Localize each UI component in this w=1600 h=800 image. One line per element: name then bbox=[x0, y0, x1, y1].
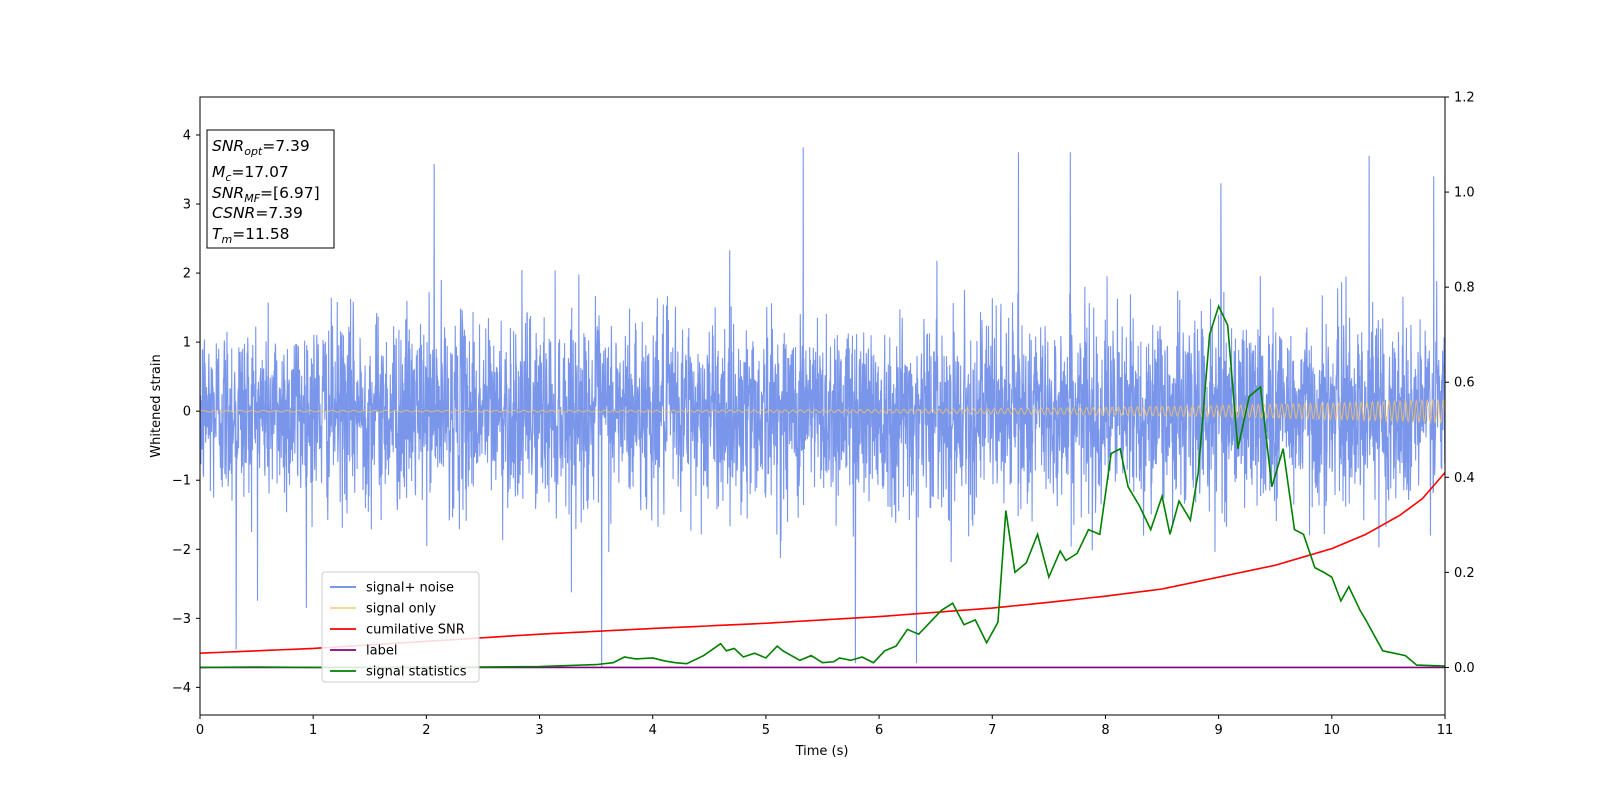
x-tick-label: 0 bbox=[196, 723, 204, 738]
y-axis-right: 0.0 0.2 0.4 0.6 0.8 1.0 1.2 bbox=[1445, 91, 1475, 676]
legend-label: label bbox=[366, 644, 397, 659]
plot-frame bbox=[199, 96, 1446, 716]
legend-label: signal statistics bbox=[366, 665, 467, 680]
y2-tick-label: 1.2 bbox=[1454, 91, 1475, 106]
x-tick-label: 2 bbox=[422, 723, 430, 738]
legend-items: signal+ noise signal only cumilative SNR la… bbox=[330, 581, 467, 680]
y-axis-title: Whitened strain bbox=[149, 354, 164, 457]
y2-tick-label: 0.6 bbox=[1454, 376, 1475, 391]
y2-tick-label: 0.8 bbox=[1454, 281, 1475, 296]
y2-tick-label: 1.0 bbox=[1454, 186, 1475, 201]
y-axis-left: −4 −3 −2 −1 0 1 2 3 4 bbox=[172, 128, 200, 696]
y-tick-label: 1 bbox=[183, 336, 191, 351]
x-tick-label: 3 bbox=[535, 723, 543, 738]
x-tick-label: 6 bbox=[875, 723, 883, 738]
y-tick-label: 2 bbox=[183, 267, 191, 282]
x-tick-label: 5 bbox=[762, 723, 770, 738]
x-tick-label: 11 bbox=[1437, 723, 1454, 738]
info-box-line: SNRMF=[6.97] bbox=[212, 184, 320, 205]
y2-tick-label: 0.2 bbox=[1454, 566, 1475, 581]
legend-label: signal only bbox=[366, 602, 436, 617]
series-signal-only-line bbox=[200, 398, 1445, 425]
x-tick-label: 9 bbox=[1214, 723, 1222, 738]
y-tick-label: 4 bbox=[183, 128, 191, 143]
x-tick-label: 10 bbox=[1324, 723, 1341, 738]
info-box-line: Tm=11.58 bbox=[212, 225, 290, 246]
series-signal-statistics bbox=[200, 303, 1445, 669]
x-axis-title: Time (s) bbox=[795, 744, 849, 759]
info-box-line: SNRopt=7.39 bbox=[212, 137, 310, 158]
series-signal-noise bbox=[200, 147, 1445, 669]
y-tick-label: −4 bbox=[172, 681, 191, 696]
series-signal-noise-line bbox=[200, 147, 1445, 669]
y2-tick-label: 0.4 bbox=[1454, 471, 1475, 486]
info-box: SNRopt=7.39 Mc=17.07SNRMF=[6.97]CSNR=7.39… bbox=[206, 129, 335, 249]
legend-frame bbox=[321, 571, 480, 683]
info-box-line: CSNR=7.39 bbox=[212, 204, 303, 222]
y2-tick-label: 0.0 bbox=[1454, 661, 1475, 676]
y-tick-label: 3 bbox=[183, 198, 191, 213]
x-tick-label: 4 bbox=[649, 723, 657, 738]
x-tick-label: 7 bbox=[988, 723, 996, 738]
x-tick-label: 8 bbox=[1101, 723, 1109, 738]
info-box-lines: SNRopt=7.39 Mc=17.07SNRMF=[6.97]CSNR=7.39… bbox=[212, 137, 320, 246]
y-tick-label: 0 bbox=[183, 405, 191, 420]
y-tick-label: −2 bbox=[172, 543, 191, 558]
legend-label: signal+ noise bbox=[366, 581, 454, 596]
y-tick-label: −3 bbox=[172, 612, 191, 627]
y-tick-label: −1 bbox=[172, 474, 191, 489]
info-box-frame bbox=[206, 129, 335, 249]
info-box-line: Mc=17.07 bbox=[212, 163, 289, 184]
x-tick-label: 1 bbox=[309, 723, 317, 738]
legend-label: cumilative SNR bbox=[366, 623, 465, 638]
x-axis: 0 1 2 3 4 5 6 7 8 9 10 11 bbox=[196, 715, 1453, 738]
series-signal-only bbox=[200, 398, 1445, 425]
legend: signal+ noise signal only cumilative SNR la… bbox=[321, 571, 480, 683]
series-signal-statistics-line bbox=[200, 303, 1445, 669]
